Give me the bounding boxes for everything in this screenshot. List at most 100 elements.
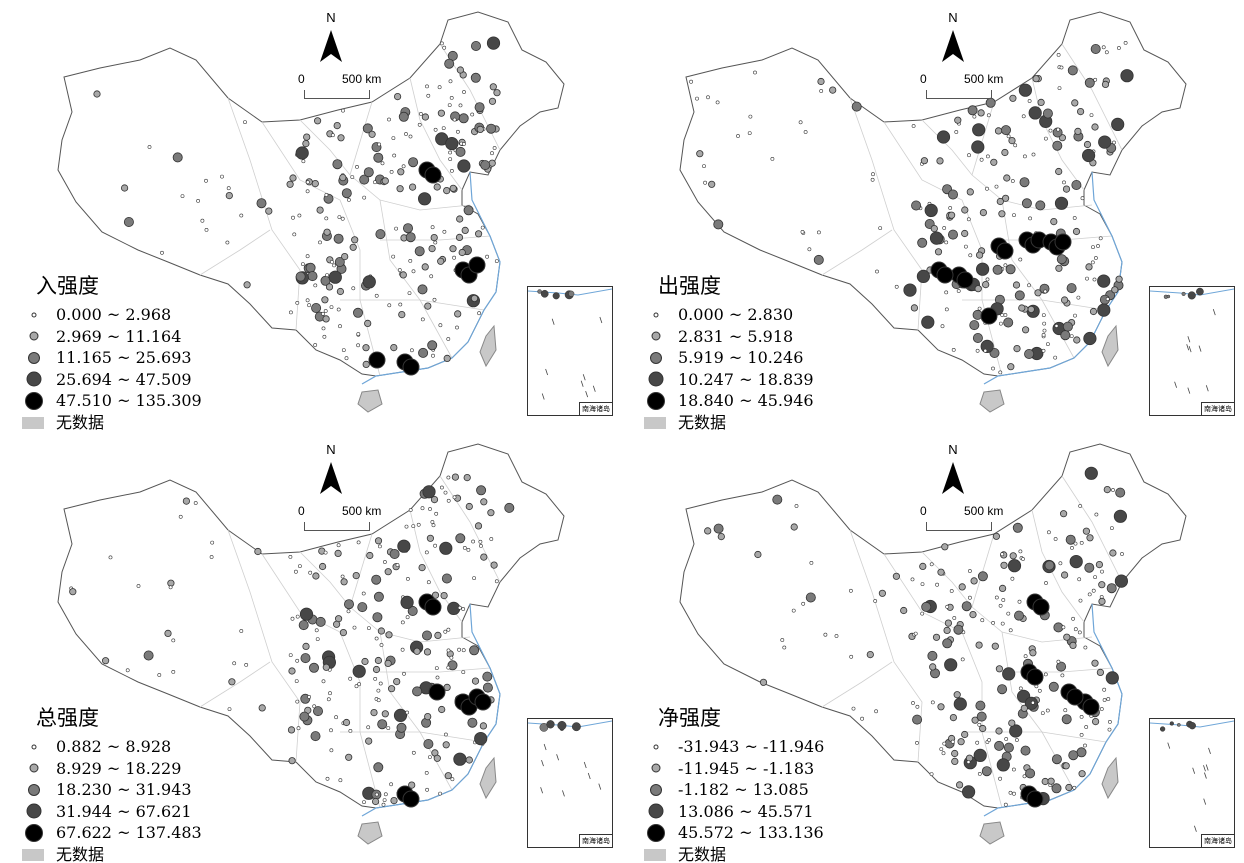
north-arrow-icon: N <box>938 10 968 70</box>
legend-class-5: 18.840 ~ 45.946 <box>642 390 882 412</box>
city-point <box>983 348 988 353</box>
city-point <box>456 66 464 74</box>
south-china-sea-inset: 南海诸岛 <box>1149 718 1235 848</box>
city-point <box>974 285 982 293</box>
city-point <box>321 326 326 331</box>
legend-symbol <box>26 371 42 387</box>
city-point <box>920 157 928 165</box>
legend-symbol <box>647 391 665 410</box>
city-point <box>494 579 499 584</box>
legend-class-label: 67.622 ~ 137.483 <box>56 823 202 842</box>
legend-symbol <box>650 783 662 796</box>
city-point <box>996 758 1010 772</box>
city-point <box>381 710 389 718</box>
city-point <box>417 284 428 295</box>
city-point <box>424 770 429 775</box>
city-point <box>981 766 992 777</box>
province-boundary <box>1031 77 1085 191</box>
city-point <box>1077 630 1082 635</box>
no-data-swatch <box>644 848 666 861</box>
legend-no-data: 无数据 <box>642 412 882 431</box>
city-point <box>328 270 342 284</box>
city-point <box>243 281 251 289</box>
city-point <box>394 226 399 231</box>
city-point <box>471 677 480 685</box>
city-point <box>1013 344 1021 353</box>
city-point <box>466 548 471 552</box>
city-point <box>754 550 762 559</box>
city-point <box>961 785 976 799</box>
city-point <box>371 797 380 806</box>
city-point <box>102 657 110 665</box>
city-point <box>389 169 394 174</box>
city-point <box>1091 659 1099 667</box>
city-point <box>920 582 925 587</box>
city-point <box>1061 714 1072 725</box>
city-point <box>440 592 448 600</box>
province-boundary <box>921 551 1093 643</box>
city-point <box>1073 336 1081 344</box>
legend-no-data: 无数据 <box>20 412 260 431</box>
city-point <box>1105 297 1110 301</box>
city-point <box>1056 254 1067 265</box>
city-point <box>305 180 310 185</box>
scale-distance-label: 500 km <box>964 504 1004 518</box>
city-point <box>1014 738 1019 742</box>
city-point <box>438 791 443 796</box>
city-point <box>794 504 799 508</box>
city-point <box>1097 274 1111 288</box>
city-point <box>421 113 429 121</box>
city-point <box>446 498 451 503</box>
city-point <box>1060 296 1069 304</box>
city-point <box>809 560 814 565</box>
legend-symbol <box>29 331 39 341</box>
city-point <box>305 298 310 303</box>
taiwan-island <box>1101 756 1119 800</box>
city-point <box>1006 134 1011 139</box>
city-point <box>387 303 392 308</box>
legend-title: 总强度 <box>36 706 99 730</box>
country-outline <box>57 443 565 809</box>
city-point <box>1059 65 1064 70</box>
country-outline <box>679 11 1187 377</box>
city-point <box>417 122 422 127</box>
city-point <box>998 603 1003 608</box>
city-point <box>346 197 351 202</box>
city-point <box>288 757 296 765</box>
city-point <box>921 315 935 329</box>
city-point <box>1060 330 1071 341</box>
city-point <box>929 562 934 567</box>
city-point <box>408 508 413 512</box>
city-point <box>345 753 353 761</box>
city-point <box>398 111 409 122</box>
city-point <box>414 246 425 257</box>
province-boundary <box>299 551 471 643</box>
city-point <box>428 507 432 511</box>
city-point <box>373 180 377 185</box>
city-point <box>1091 717 1100 726</box>
city-point <box>425 84 429 89</box>
city-point <box>1073 541 1078 546</box>
city-point <box>449 655 454 660</box>
city-point <box>461 607 466 611</box>
city-point <box>374 636 379 641</box>
coastline <box>983 603 1123 817</box>
scale-line <box>926 522 992 531</box>
city-point <box>430 225 435 230</box>
city-point <box>455 233 464 241</box>
city-point <box>297 564 302 569</box>
city-point <box>302 140 310 148</box>
city-point <box>894 284 899 289</box>
legend-class-label: 13.086 ~ 45.571 <box>678 801 814 821</box>
city-point <box>1093 575 1098 580</box>
north-label: N <box>948 10 958 25</box>
city-point <box>228 678 236 686</box>
city-point <box>389 782 394 787</box>
city-point <box>452 117 457 122</box>
city-point <box>362 123 373 134</box>
city-point <box>446 475 451 480</box>
city-point <box>1051 754 1062 765</box>
city-point <box>957 738 965 746</box>
city-point <box>892 572 900 580</box>
city-point <box>400 647 405 652</box>
